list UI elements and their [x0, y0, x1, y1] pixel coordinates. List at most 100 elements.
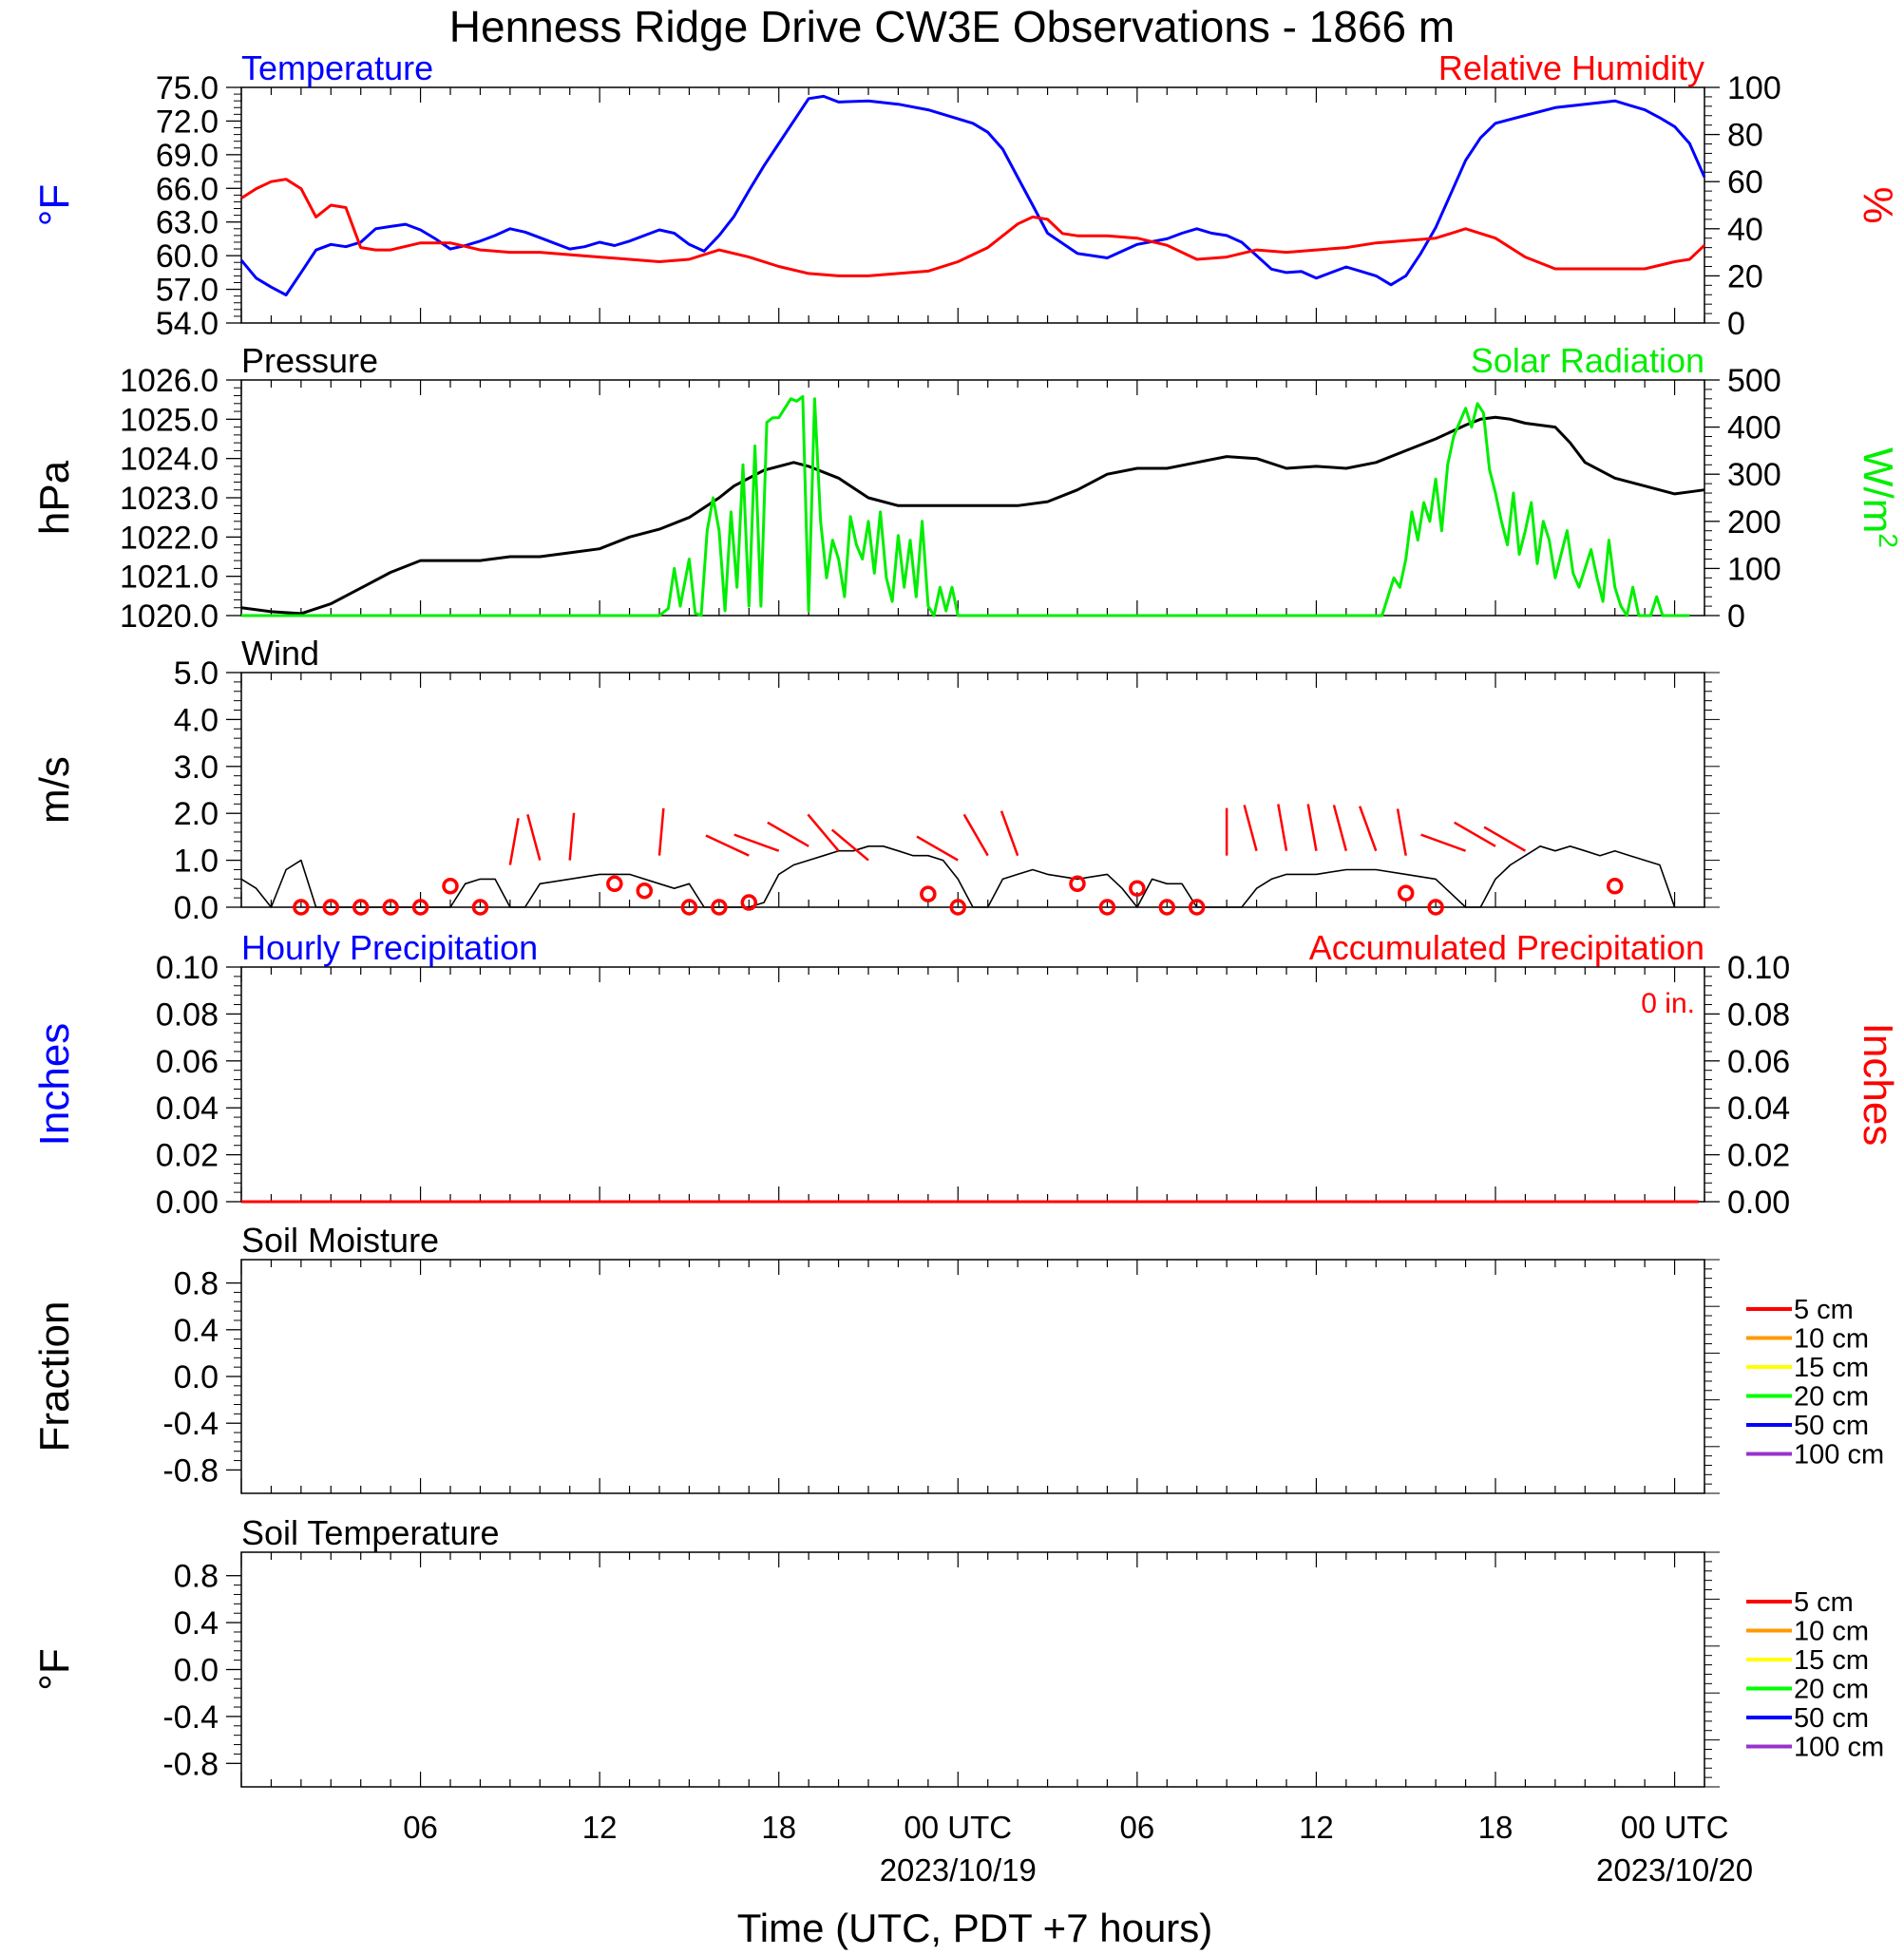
x-date-label: 2023/10/19	[880, 1852, 1037, 1888]
x-tick-label: 06	[1119, 1810, 1154, 1845]
y-tick-label-left: 1020.0	[120, 598, 219, 635]
y-axis-label-right: Inches	[1855, 1023, 1901, 1147]
legend-label: 50 cm	[1794, 1703, 1869, 1734]
y-tick-label-left: 0.04	[156, 1091, 219, 1127]
wind-barb	[1000, 810, 1019, 857]
legend-label: 20 cm	[1794, 1675, 1869, 1705]
wind-barb	[916, 835, 959, 862]
y-tick-label-left: 0.10	[156, 950, 219, 986]
legend-label: 100 cm	[1794, 1733, 1884, 1763]
series-line-pressure	[240, 415, 1705, 616]
x-tick-label: 06	[403, 1810, 438, 1845]
legend-label: 5 cm	[1794, 1587, 1854, 1618]
y-tick-label-left: 3.0	[174, 750, 219, 786]
y-axis-label-right: W/m2	[1855, 447, 1903, 548]
legend-label: 20 cm	[1794, 1382, 1869, 1413]
y-tick-label-right: 20	[1727, 258, 1763, 294]
x-tick-label: 00 UTC	[1621, 1810, 1729, 1845]
y-tick-label-left: 0.8	[174, 1266, 219, 1302]
wind-barb	[733, 833, 780, 852]
panel-frame-temperature_humidity	[240, 86, 1705, 324]
wind-barb	[508, 818, 520, 865]
y-tick-label-left: 66.0	[156, 171, 219, 207]
y-axis-label-right-text: %	[1855, 186, 1901, 223]
y-tick-label-right: 400	[1727, 410, 1781, 446]
y-tick-label-left: 0.08	[156, 996, 219, 1033]
panel-title-right: Relative Humidity	[1438, 48, 1704, 87]
panel-title-left: Temperature	[241, 48, 433, 87]
y-tick-label-right: 0	[1727, 598, 1745, 635]
wind-barb	[1332, 805, 1348, 852]
y-tick-label-right: 0.10	[1727, 950, 1790, 986]
y-tick-label-right: 40	[1727, 212, 1763, 248]
wind-barb	[1306, 804, 1318, 851]
legend-label: 50 cm	[1794, 1411, 1869, 1441]
panel-frame-soil_temperature	[240, 1551, 1705, 1788]
wind-barb	[1396, 808, 1407, 856]
panel-title-left: Wind	[241, 634, 319, 673]
y-axis-label-left: Inches	[31, 1023, 78, 1147]
x-tick-label: 12	[582, 1810, 618, 1845]
y-tick-label-left: 1026.0	[120, 363, 219, 399]
wind-barb	[1359, 806, 1378, 852]
calm-wind-marker	[1427, 899, 1444, 916]
calm-wind-marker	[949, 899, 967, 916]
y-tick-label-right: 0.08	[1727, 996, 1790, 1033]
y-tick-label-left: 0.06	[156, 1044, 219, 1080]
calm-wind-marker	[293, 899, 310, 916]
y-tick-label-left: 0.0	[174, 1359, 219, 1395]
y-tick-label-left: 54.0	[156, 306, 219, 342]
y-axis-label-left: m/s	[31, 756, 78, 824]
y-tick-label-left: 72.0	[156, 104, 219, 140]
calm-wind-marker	[411, 899, 429, 916]
calm-wind-marker	[1098, 899, 1116, 916]
y-axis-label-left: °F	[31, 1648, 78, 1690]
panel-title-left: Soil Temperature	[241, 1513, 499, 1552]
y-tick-label-left: 1021.0	[120, 560, 219, 596]
y-tick-label-left: 4.0	[174, 702, 219, 738]
y-tick-label-right: 0.02	[1727, 1138, 1790, 1174]
y-tick-label-left: 1023.0	[120, 481, 219, 517]
panel-title-left: Pressure	[241, 341, 378, 380]
panel-title-right: Accumulated Precipitation	[1309, 928, 1704, 967]
y-tick-label-left: 57.0	[156, 273, 219, 309]
calm-wind-marker	[1397, 884, 1415, 902]
legend-label: 15 cm	[1794, 1353, 1869, 1383]
y-tick-label-left: 0.4	[174, 1313, 219, 1349]
legend-label: 10 cm	[1794, 1617, 1869, 1647]
x-axis-label: Time (UTC, PDT +7 hours)	[737, 1906, 1213, 1950]
y-tick-label-right: 500	[1727, 363, 1781, 399]
y-tick-label-left: 0.0	[174, 1653, 219, 1689]
y-tick-label-left: -0.8	[162, 1452, 219, 1489]
precip-total-annotation: 0 in.	[1641, 988, 1695, 1019]
calm-wind-marker	[382, 899, 399, 916]
wind-barb	[705, 834, 750, 857]
y-tick-label-left: 1025.0	[120, 402, 219, 438]
calm-wind-marker	[1606, 878, 1624, 895]
y-tick-label-left: -0.4	[162, 1699, 219, 1736]
y-tick-label-left: -0.4	[162, 1406, 219, 1442]
y-tick-label-right: 100	[1727, 70, 1781, 106]
y-tick-label-left: 0.4	[174, 1605, 219, 1642]
y-axis-label-left: °F	[31, 184, 78, 226]
y-tick-label-right: 300	[1727, 457, 1781, 493]
x-tick-label: 18	[761, 1810, 796, 1845]
legend-label: 15 cm	[1794, 1645, 1869, 1676]
y-tick-label-left: 1.0	[174, 844, 219, 880]
chart-title: Henness Ridge Drive CW3E Observations - …	[449, 2, 1455, 51]
calm-wind-marker	[1188, 899, 1206, 916]
y-tick-label-left: 63.0	[156, 205, 219, 241]
wind-barb	[1243, 805, 1258, 852]
legend-label: 10 cm	[1794, 1324, 1869, 1355]
y-axis-label-right: %	[1855, 186, 1901, 223]
calm-wind-marker	[740, 894, 758, 911]
y-tick-label-left: 1024.0	[120, 442, 219, 478]
calm-wind-marker	[471, 899, 489, 916]
wind-barb	[1420, 833, 1466, 852]
series-line-solar-radiation	[241, 394, 1690, 617]
y-tick-label-right: 0.04	[1727, 1091, 1790, 1127]
panel-frame-wind	[240, 672, 1705, 908]
series-line-wind-speed	[240, 845, 1676, 908]
panel-title-left: Hourly Precipitation	[241, 928, 538, 967]
